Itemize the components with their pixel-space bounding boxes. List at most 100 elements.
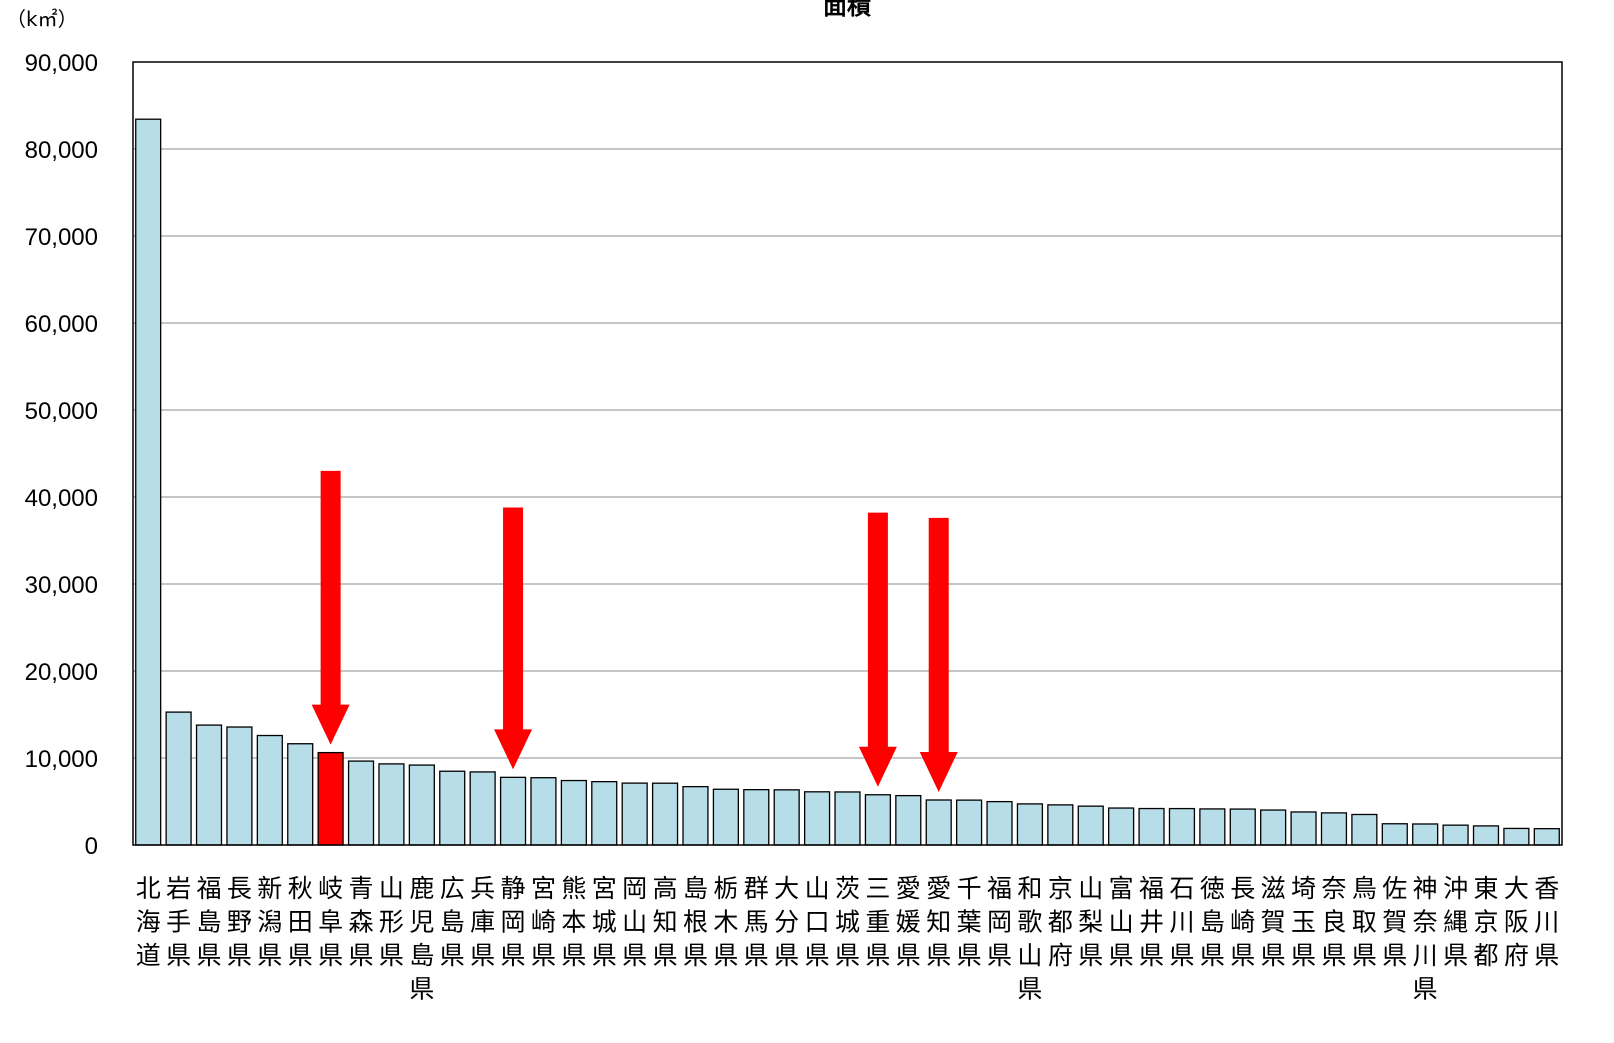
bar xyxy=(1199,808,1226,846)
bar xyxy=(1290,811,1317,846)
x-tick-label: 和歌山県 xyxy=(1017,874,1042,1004)
x-tick-label: 茨城県 xyxy=(835,874,860,970)
bar xyxy=(1533,828,1560,846)
highlight-arrows xyxy=(311,470,958,792)
y-tick-label: 20,000 xyxy=(25,659,98,686)
y-tick-label: 40,000 xyxy=(25,485,98,512)
x-tick-label: 長崎県 xyxy=(1230,874,1255,970)
arrow-icon xyxy=(858,512,897,787)
x-tick-label: 徳島県 xyxy=(1200,874,1225,970)
x-tick-label: 福岡県 xyxy=(987,874,1012,970)
x-tick-label: 沖縄県 xyxy=(1443,874,1468,970)
bar xyxy=(1412,823,1439,846)
y-axis-unit-label: （k㎡） xyxy=(6,7,78,31)
bar xyxy=(743,789,770,846)
bar xyxy=(256,734,283,846)
plot-area-frame xyxy=(132,61,1563,846)
x-tick-label: 愛媛県 xyxy=(896,874,921,970)
x-tick-label: 鹿児島県 xyxy=(409,874,434,1004)
gridlines xyxy=(133,148,1562,759)
x-tick-label: 千葉県 xyxy=(957,874,982,970)
bar xyxy=(1108,807,1135,846)
bar xyxy=(1016,803,1044,846)
x-tick-label: 広島県 xyxy=(440,874,465,970)
x-tick-label: 秋田県 xyxy=(288,874,313,970)
y-tick-label: 60,000 xyxy=(25,311,98,338)
x-tick-label: 神奈川県 xyxy=(1413,874,1438,1004)
bar xyxy=(682,785,709,846)
bar xyxy=(287,743,314,846)
bar xyxy=(1260,809,1287,846)
x-tick-label: 東京都 xyxy=(1473,874,1498,970)
x-tick-label: 奈良県 xyxy=(1321,874,1346,970)
bar xyxy=(1472,825,1500,846)
bar xyxy=(135,118,162,846)
bar xyxy=(591,780,618,846)
bar xyxy=(1442,824,1469,846)
y-tick-label: 0 xyxy=(85,833,98,860)
x-tick-label: 石川県 xyxy=(1169,874,1194,970)
bar xyxy=(864,794,892,846)
bar xyxy=(560,779,587,846)
y-tick-label: 50,000 xyxy=(25,398,98,425)
y-tick-label: 90,000 xyxy=(25,50,98,77)
bar xyxy=(925,799,952,846)
bar xyxy=(1168,807,1196,846)
bar xyxy=(408,764,435,846)
x-tick-label: 山形県 xyxy=(379,874,404,970)
bar xyxy=(773,789,800,846)
arrow-icon xyxy=(919,517,958,792)
x-tick-label: 青森県 xyxy=(349,874,374,970)
x-tick-label: 熊本県 xyxy=(561,874,586,970)
bar xyxy=(834,791,861,846)
x-tick-label: 兵庫県 xyxy=(470,874,495,970)
bar xyxy=(378,763,405,846)
x-tick-label: 香川県 xyxy=(1534,874,1559,970)
bar xyxy=(803,791,831,846)
bar xyxy=(986,800,1013,846)
bar xyxy=(712,788,739,846)
y-tick-label: 10,000 xyxy=(25,746,98,773)
x-tick-label: 京都府 xyxy=(1048,874,1073,970)
chart-title: 面積 xyxy=(823,0,871,20)
bar xyxy=(347,760,375,846)
y-tick-label: 80,000 xyxy=(25,137,98,164)
bar xyxy=(895,794,922,846)
bar xyxy=(469,771,496,846)
bar xyxy=(1138,807,1165,846)
bar xyxy=(1503,827,1530,846)
bar xyxy=(956,799,983,846)
bar xyxy=(530,777,557,846)
bar xyxy=(1351,813,1378,846)
x-tick-label: 福井県 xyxy=(1139,874,1164,970)
x-tick-label: 埼玉県 xyxy=(1291,874,1316,970)
x-tick-label: 群馬県 xyxy=(744,874,769,970)
x-tick-label: 滋賀県 xyxy=(1261,874,1286,970)
bar xyxy=(1047,804,1074,846)
x-tick-label: 大阪府 xyxy=(1504,874,1529,970)
x-tick-label: 岩手県 xyxy=(166,874,191,970)
x-tick-label: 福島県 xyxy=(197,874,222,970)
x-tick-label: 愛知県 xyxy=(926,874,951,970)
x-tick-label: 北海道 xyxy=(136,874,161,970)
y-tick-label: 70,000 xyxy=(25,224,98,251)
arrow-icon xyxy=(494,507,533,770)
x-tick-label: 栃木県 xyxy=(713,874,738,970)
bar xyxy=(499,776,527,846)
bar xyxy=(1077,805,1104,846)
bar xyxy=(621,782,648,846)
x-tick-label: 岐阜県 xyxy=(318,874,343,970)
x-tick-label: 宮崎県 xyxy=(531,874,556,970)
x-tick-label: 宮城県 xyxy=(592,874,617,970)
bars xyxy=(135,118,1560,846)
bar xyxy=(1229,808,1256,846)
x-tick-label: 三重県 xyxy=(865,874,890,970)
x-tick-label: 岡山県 xyxy=(622,874,647,970)
x-tick-label: 静岡県 xyxy=(501,874,526,970)
bar xyxy=(165,711,192,846)
x-axis-labels: 北海道岩手県福島県長野県新潟県秋田県岐阜県青森県山形県鹿児島県広島県兵庫県静岡県… xyxy=(136,874,1560,1004)
x-tick-label: 大分県 xyxy=(774,874,799,970)
y-axis-ticks: 0 10,000 20,000 30,000 40,000 50,000 60,000 70,… xyxy=(25,50,98,860)
bar xyxy=(317,751,344,846)
x-tick-label: 山口県 xyxy=(805,874,830,970)
